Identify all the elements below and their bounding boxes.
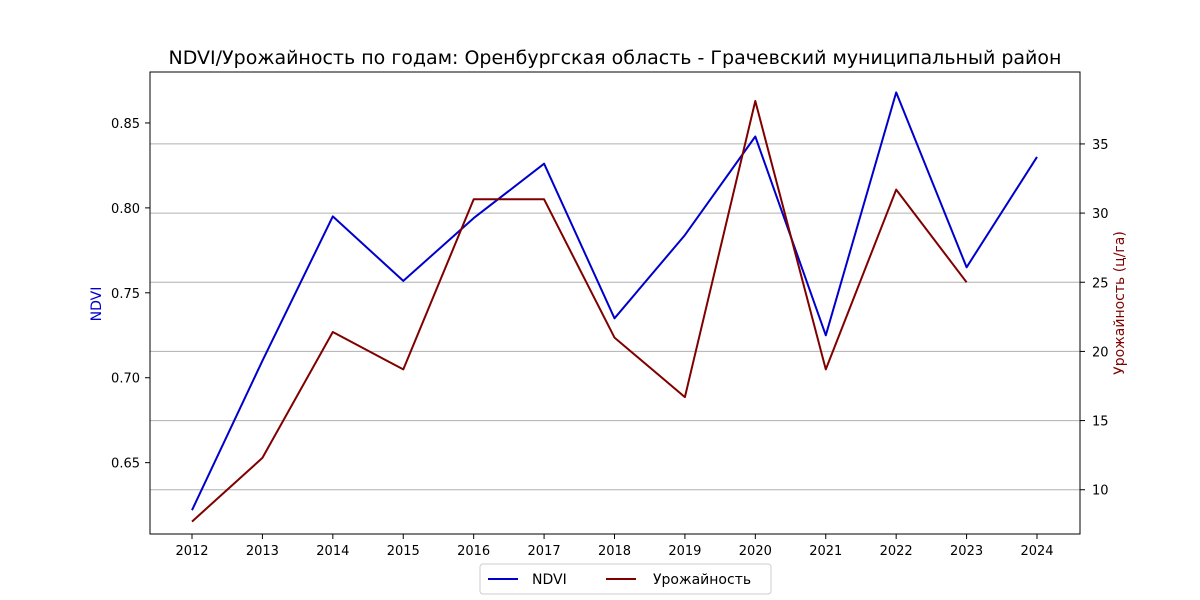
y-left-tick-label: 0.80 (111, 202, 140, 217)
legend: NDVI Урожайность (479, 563, 772, 595)
y-left-tick-label: 0.75 (111, 287, 140, 302)
y-right-tick-label: 10 (1092, 484, 1109, 499)
x-tick-label: 2013 (246, 544, 279, 559)
x-tick-label: 2023 (950, 544, 983, 559)
grid (150, 143, 1080, 491)
chart-title: NDVI/Урожайность по годам: Оренбургская … (169, 47, 1062, 69)
y-left-tick-label: 0.65 (111, 457, 140, 472)
x-axis: 2012 2013 2014 2015 2016 2017 2018 2019 2020 2021… (175, 534, 1054, 559)
x-tick-label: 2015 (387, 544, 420, 559)
legend-label-ndvi: NDVI (532, 572, 567, 588)
x-tick-label: 2012 (175, 544, 208, 559)
series-line-ndvi (191, 91, 1038, 511)
y-axis-right-label: Урожайность (ц/га) (1112, 231, 1128, 375)
x-tick-label: 2018 (598, 544, 631, 559)
y-left-tick-label: 0.85 (111, 117, 140, 132)
x-tick-label: 2016 (457, 544, 490, 559)
x-tick-label: 2020 (739, 544, 772, 559)
y-right-tick-label: 30 (1092, 207, 1109, 222)
y-right-tick-label: 15 (1092, 415, 1109, 430)
x-tick-label: 2014 (316, 544, 349, 559)
y-right-tick-label: 35 (1092, 138, 1109, 153)
series-line-yield (191, 100, 968, 523)
y-right-tick-label: 25 (1092, 276, 1109, 291)
x-tick-label: 2017 (528, 544, 561, 559)
series-layer (191, 91, 1038, 523)
y-axis-left-label: NDVI (89, 287, 105, 322)
y-left-tick-label: 0.70 (111, 372, 140, 387)
legend-label-yield: Урожайность (653, 572, 751, 588)
y-axis-right: 10 15 20 25 30 35 (1080, 138, 1109, 499)
x-tick-label: 2019 (668, 544, 701, 559)
x-tick-label: 2024 (1020, 544, 1053, 559)
y-axis-left: 0.65 0.70 0.75 0.80 0.85 (111, 117, 150, 472)
y-right-tick-label: 20 (1092, 345, 1109, 360)
x-tick-label: 2022 (880, 544, 913, 559)
x-tick-label: 2021 (809, 544, 842, 559)
